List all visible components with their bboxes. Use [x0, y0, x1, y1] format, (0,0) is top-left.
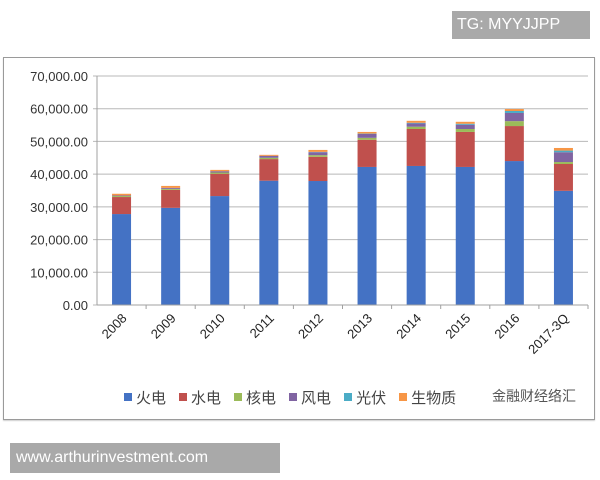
x-tick-label: 2010	[197, 311, 228, 342]
legend-swatch	[399, 393, 408, 401]
legend-label: 核电	[246, 388, 277, 407]
x-tick-label: 2014	[393, 311, 424, 342]
y-tick-label: 40,000.00	[30, 167, 88, 182]
bar-segment	[357, 137, 377, 140]
bar-segment	[455, 166, 475, 305]
y-tick-label: 10,000.00	[30, 265, 88, 280]
bar-segment	[308, 156, 328, 182]
legend-label: 光伏	[356, 388, 387, 407]
bar-segment	[210, 172, 230, 174]
bar-segment	[259, 159, 279, 181]
x-tick-label: 2015	[442, 311, 473, 342]
bar-segment	[161, 189, 181, 208]
chart-legend: 火电 水电 核电 风电 光伏 生物质	[124, 385, 469, 409]
y-tick-label: 0.00	[63, 298, 88, 313]
legend-item: 光伏	[344, 387, 386, 408]
bar-segment	[357, 139, 377, 167]
bar-segment	[112, 196, 132, 198]
bar-segment	[553, 162, 573, 165]
bar-segment	[308, 155, 328, 157]
bar-segment	[455, 128, 475, 132]
x-tick-label: 2011	[247, 311, 277, 341]
bar-segment	[210, 173, 230, 197]
legend-label: 水电	[191, 388, 222, 407]
bar-segment	[406, 123, 426, 127]
bar-segment	[553, 150, 573, 153]
legend-swatch	[124, 393, 132, 401]
legend-swatch	[234, 393, 243, 401]
bar-segment	[308, 149, 328, 152]
bar-segment	[406, 122, 426, 124]
stacked-bar-chart: 0.00 10,000.00 20,000.00 30,000.00 40,000.00…	[30, 69, 589, 357]
bar-segment	[210, 169, 230, 172]
bar-segment	[455, 121, 475, 124]
legend-swatch	[179, 393, 188, 401]
bar-segment	[112, 195, 132, 197]
bar-segment	[210, 171, 230, 173]
bar-segment	[406, 126, 426, 129]
x-tick-label: 2012	[295, 311, 326, 342]
x-tick-label: 2016	[491, 311, 522, 342]
bar-segment	[553, 152, 573, 163]
bar-segment	[406, 120, 426, 123]
y-tick-label: 30,000.00	[30, 200, 88, 215]
bar-segment	[161, 207, 181, 305]
legend-swatch	[289, 393, 298, 401]
y-tick-label: 20,000.00	[30, 233, 88, 248]
bar-segment	[504, 112, 524, 122]
bar-segment	[504, 161, 524, 305]
legend-item: 火电	[124, 387, 166, 408]
bar-segment	[504, 121, 524, 127]
y-tick-label: 50,000.00	[30, 134, 88, 149]
bar-segment	[308, 152, 328, 156]
bar-segment	[259, 180, 279, 305]
legend-swatch	[344, 393, 353, 401]
bar-segment	[553, 147, 573, 151]
bar-segment	[357, 131, 377, 134]
x-tick-label: 2008	[99, 311, 130, 342]
url-watermark-badge: www.arthurinvestment.com	[10, 443, 280, 473]
bar-segment	[553, 164, 573, 191]
bar-segment	[112, 193, 132, 196]
x-tick-label: 2009	[148, 311, 179, 342]
bar-segment	[259, 157, 279, 160]
x-tick-label: 2017-3Q	[525, 311, 571, 357]
legend-item: 生物质	[399, 387, 456, 408]
legend-item: 水电	[179, 387, 221, 408]
bar-segment	[161, 187, 181, 189]
tg-watermark-badge: TG: MYYJJPP	[452, 11, 590, 39]
bar-segment	[308, 181, 328, 305]
bar-segment	[406, 128, 426, 166]
bar-segment	[455, 124, 475, 129]
x-tick-label: 2013	[344, 311, 375, 342]
bar-segment	[357, 133, 377, 138]
bar-segment	[112, 214, 132, 305]
wechat-account-watermark: 金融财经络汇	[492, 386, 576, 406]
bar-segment	[406, 165, 426, 305]
bar-segment	[504, 109, 524, 112]
bar-segment	[161, 188, 181, 190]
bar-segment	[504, 111, 524, 113]
bar-segment	[259, 155, 279, 158]
legend-label: 火电	[136, 388, 167, 407]
chart-frame	[3, 57, 595, 420]
bar-segment	[357, 166, 377, 305]
bar-segment	[455, 131, 475, 167]
y-tick-label: 70,000.00	[30, 69, 88, 84]
legend-label: 风电	[301, 388, 332, 407]
y-tick-label: 60,000.00	[30, 102, 88, 117]
legend-label: 生物质	[411, 388, 457, 407]
bar-segment	[112, 197, 132, 215]
bar-segment	[455, 123, 475, 125]
legend-item: 风电	[289, 387, 331, 408]
bar-segment	[210, 196, 230, 305]
legend-item: 核电	[234, 387, 276, 408]
bar-segment	[161, 185, 181, 188]
bar-segment	[553, 190, 573, 305]
bar-segment	[504, 126, 524, 162]
bar-segment	[259, 154, 279, 156]
